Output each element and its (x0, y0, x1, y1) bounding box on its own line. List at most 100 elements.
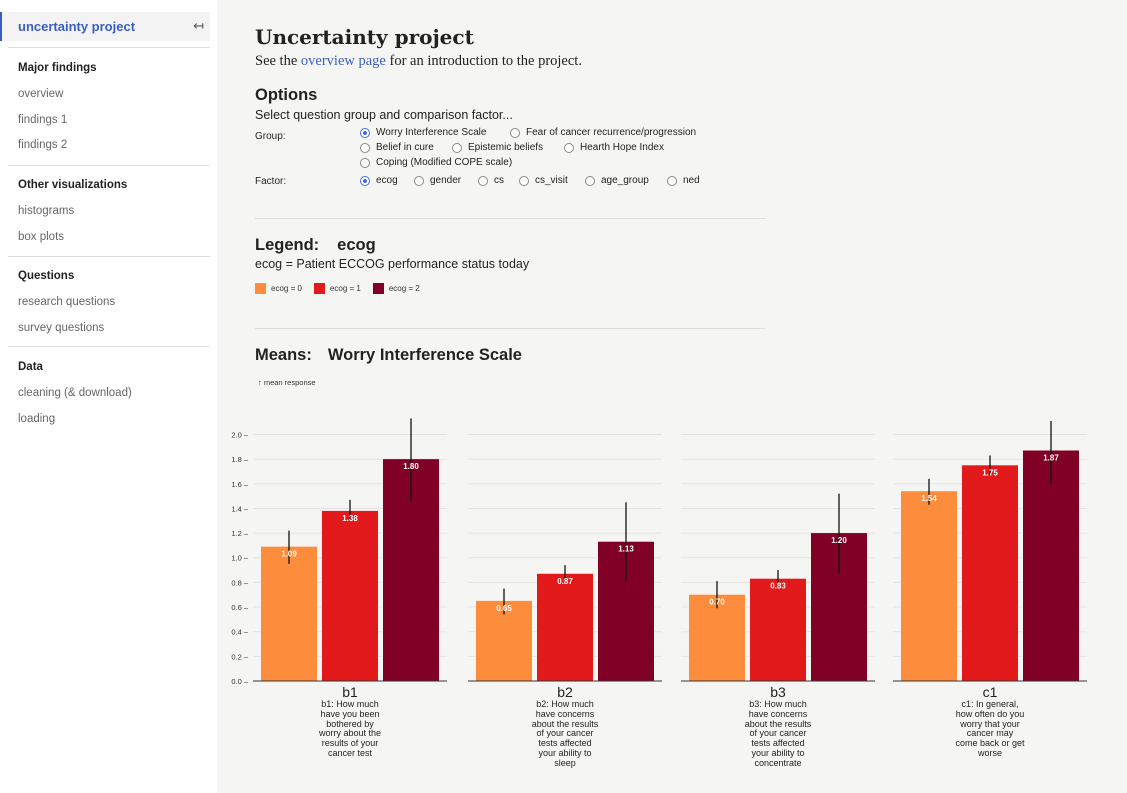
radio-icon[interactable] (478, 175, 488, 186)
legend-description: ecog = Patient ECCOG performance status … (255, 257, 530, 271)
means-heading-label: Means: (255, 346, 312, 364)
group-radio-belief-in-cure[interactable]: Belief in cure (360, 142, 434, 153)
data-label: 1.09 (281, 550, 297, 559)
y-tick-label: 0.2 – (231, 652, 249, 661)
y-tick-label: 2.0 – (231, 430, 249, 439)
radio-selected-icon[interactable] (360, 175, 370, 186)
panel-id-label: b3 (770, 684, 786, 700)
data-label: 1.80 (403, 462, 419, 471)
radio-selected-icon[interactable] (360, 127, 370, 138)
bar-b1-0 (261, 546, 317, 681)
radio-icon[interactable] (510, 127, 520, 138)
intro-prefix: See the (255, 53, 301, 69)
legend-label: ecog = 2 (388, 284, 420, 293)
radio-icon[interactable] (585, 175, 595, 186)
sidebar-divider (8, 47, 210, 48)
y-axis-label: ↑ mean response (258, 378, 316, 387)
sidebar-item-histograms[interactable]: histograms (18, 205, 75, 217)
radio-icon[interactable] (360, 157, 370, 168)
means-bar-chart: 0.0 – 0.2 – 0.4 – 0.6 – 0.8 – 1.0 – 1.2 – 1.4 –… (231, 418, 1087, 700)
data-label: 1.13 (618, 545, 634, 554)
options-heading: Options (255, 86, 318, 104)
overview-page-link[interactable]: overview page (300, 53, 386, 69)
legend-heading-label: Legend: (255, 236, 320, 254)
factor-radio-ecog[interactable]: ecog (360, 175, 398, 186)
radio-label: Hearth Hope Index (580, 142, 664, 153)
radio-icon[interactable] (360, 142, 370, 153)
radio-label: Worry Interference Scale (376, 127, 487, 138)
sidebar-item-box-plots[interactable]: box plots (18, 231, 65, 243)
radio-label: Fear of cancer recurrence/progression (526, 127, 697, 138)
means-heading: Means: Worry Interference Scale (255, 346, 522, 365)
sidebar-item-overview[interactable]: overview (18, 88, 64, 100)
options-subheading: Select question group and comparison fac… (255, 108, 513, 122)
bar-b2-1 (537, 573, 593, 681)
factor-radio-age-group[interactable]: age_group (585, 175, 649, 186)
sidebar-divider (8, 165, 210, 166)
data-label: 1.20 (831, 536, 847, 545)
question-text-c1: c1: In general, how often do you worry t… (955, 699, 1025, 758)
bar-b3-1 (750, 578, 806, 681)
bar-c1-0 (901, 491, 957, 681)
y-tick-label: 0.4 – (231, 628, 249, 637)
group-radio-epistemic-beliefs[interactable]: Epistemic beliefs (452, 142, 543, 153)
factor-radio-gender[interactable]: gender (414, 175, 461, 186)
radio-label: cs (494, 175, 504, 186)
panel-id-label: c1 (983, 684, 998, 700)
data-label: 0.83 (770, 582, 786, 591)
sidebar-section-major-findings: Major findings (18, 62, 97, 74)
sidebar-divider (8, 346, 210, 347)
sidebar-item-loading[interactable]: loading (18, 413, 56, 425)
radio-icon[interactable] (452, 142, 462, 153)
legend-swatch (313, 283, 325, 294)
radio-label: Epistemic beliefs (468, 142, 544, 153)
page-title: Uncertainty project (255, 25, 474, 49)
radio-icon[interactable] (667, 175, 677, 186)
data-label: 1.87 (1043, 454, 1059, 463)
legend-item-ecog-0: ecog = 0 (255, 283, 302, 294)
radio-label: ned (683, 175, 700, 186)
sidebar-current-item[interactable]: uncertainty project ↤ (0, 12, 210, 41)
group-radio-worry-interference[interactable]: Worry Interference Scale (360, 127, 486, 138)
sidebar-item-cleaning[interactable]: cleaning (& download) (18, 387, 132, 399)
factor-radio-cs-visit[interactable]: cs_visit (519, 175, 568, 186)
sidebar-divider (8, 256, 210, 257)
sidebar-section-questions: Questions (18, 270, 75, 282)
y-tick-label: 0.8 – (231, 578, 249, 587)
section-divider (255, 218, 765, 219)
intro-suffix: for an introduction to the project. (385, 53, 582, 69)
collapse-sidebar-icon[interactable]: ↤ (193, 18, 204, 33)
sidebar-item-survey-questions[interactable]: survey questions (18, 322, 105, 334)
factor-radio-cs[interactable]: cs (478, 175, 504, 186)
sidebar-item-findings-1[interactable]: findings 1 (18, 114, 68, 126)
legend-heading: Legend: ecog (255, 236, 376, 255)
legend-swatch (372, 283, 384, 294)
y-tick-label: 1.2 – (231, 529, 249, 538)
question-text-b2: b2: How much have concerns about the res… (531, 699, 599, 768)
radio-icon[interactable] (564, 142, 574, 153)
section-divider (255, 328, 765, 329)
y-tick-label: 1.6 – (231, 480, 249, 489)
radio-icon[interactable] (519, 175, 529, 186)
sidebar-item-findings-2[interactable]: findings 2 (18, 139, 68, 151)
group-radio-coping[interactable]: Coping (Modified COPE scale) (360, 157, 512, 168)
sidebar-item-research-questions[interactable]: research questions (18, 296, 116, 308)
data-label: 1.75 (982, 468, 998, 477)
legend-swatch (255, 283, 266, 294)
radio-label: ecog (376, 175, 398, 186)
means-group-name: Worry Interference Scale (327, 346, 522, 364)
panel-id-label: b1 (342, 684, 358, 700)
legend-item-ecog-1: ecog = 1 (313, 283, 361, 294)
group-radio-hearth-hope-index[interactable]: Hearth Hope Index (564, 142, 664, 153)
y-tick-label: 0.6 – (231, 603, 249, 612)
factor-radio-ned[interactable]: ned (667, 175, 700, 186)
y-tick-label: 1.8 – (231, 455, 249, 464)
data-label: 0.87 (557, 577, 573, 586)
y-tick-label: 1.0 – (231, 554, 249, 563)
radio-icon[interactable] (414, 175, 424, 186)
group-radio-fear-of-recurrence[interactable]: Fear of cancer recurrence/progression (510, 127, 696, 138)
radio-label: Belief in cure (376, 142, 434, 153)
legend-label: ecog = 0 (271, 284, 302, 293)
legend-label: ecog = 1 (329, 284, 361, 293)
question-text-b1: b1: How much have you been bothered by w… (318, 699, 382, 758)
